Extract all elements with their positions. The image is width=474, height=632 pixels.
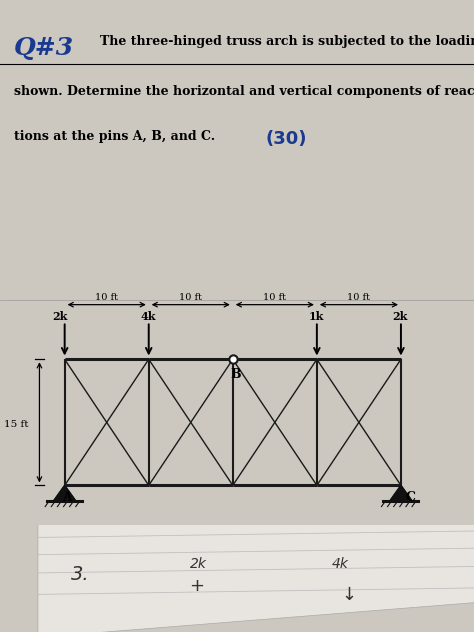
Polygon shape xyxy=(54,485,75,501)
Text: 1k: 1k xyxy=(309,311,324,322)
Text: 10 ft: 10 ft xyxy=(95,293,118,303)
Text: 3.: 3. xyxy=(71,566,90,585)
Text: 10 ft: 10 ft xyxy=(347,293,370,303)
Text: 4k: 4k xyxy=(140,311,156,322)
Text: The three-hinged truss arch is subjected to the loading: The three-hinged truss arch is subjected… xyxy=(100,35,474,48)
Text: (30): (30) xyxy=(265,130,307,149)
Text: B: B xyxy=(230,368,241,381)
Text: 10 ft: 10 ft xyxy=(179,293,202,303)
Text: ↓: ↓ xyxy=(341,586,356,604)
Text: tions at the pins A, B, and C.: tions at the pins A, B, and C. xyxy=(14,130,215,143)
Polygon shape xyxy=(38,520,474,632)
Text: 4k: 4k xyxy=(332,557,349,571)
Text: +: + xyxy=(190,577,205,595)
Text: 15 ft: 15 ft xyxy=(4,420,28,428)
Text: 2k: 2k xyxy=(52,311,67,322)
Text: shown. Determine the horizontal and vertical components of reac-: shown. Determine the horizontal and vert… xyxy=(14,85,474,98)
Text: 2k: 2k xyxy=(190,557,207,571)
Polygon shape xyxy=(390,485,412,501)
Text: Q#3: Q#3 xyxy=(14,37,74,61)
Text: C: C xyxy=(405,490,415,504)
Text: A: A xyxy=(62,490,72,504)
Text: 10 ft: 10 ft xyxy=(264,293,286,303)
Text: 2k: 2k xyxy=(392,311,408,322)
